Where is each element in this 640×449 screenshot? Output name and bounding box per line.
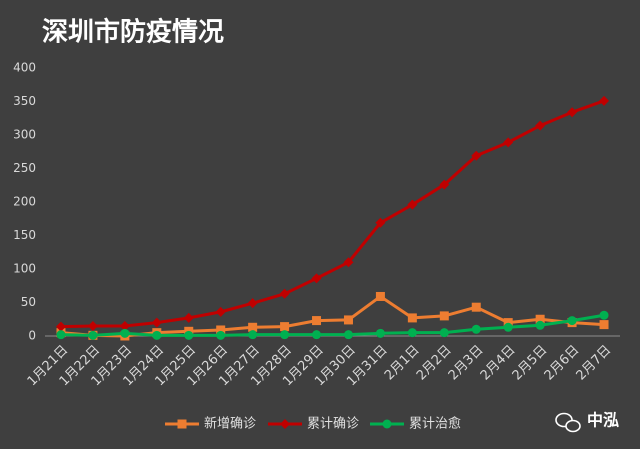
watermark: 中泓 [555, 411, 619, 433]
series [55, 95, 610, 332]
legend-item: 累计确诊 [268, 417, 359, 432]
data-point [312, 316, 322, 326]
data-point [471, 324, 481, 334]
data-point [279, 288, 290, 299]
data-point [375, 291, 385, 301]
legend-marker [177, 419, 187, 429]
data-point [407, 328, 417, 338]
data-point [407, 313, 417, 323]
data-point [183, 312, 194, 323]
data-point [343, 315, 353, 325]
data-point [280, 330, 290, 340]
data-point [88, 330, 98, 340]
y-tick-label: 0 [28, 329, 36, 343]
series-line [60, 294, 605, 338]
data-point [343, 257, 354, 268]
data-point [280, 322, 290, 332]
data-point [503, 137, 514, 148]
y-tick-label: 250 [13, 161, 36, 175]
legend-label: 新增确诊 [204, 416, 256, 432]
y-tick-label: 50 [21, 295, 36, 309]
data-point [471, 302, 481, 312]
data-point [471, 150, 482, 161]
data-point [535, 120, 546, 131]
data-point [535, 314, 545, 324]
data-point [407, 199, 418, 210]
data-point [311, 273, 322, 284]
y-tick-label: 150 [13, 228, 36, 242]
data-point [119, 320, 130, 331]
series [56, 310, 609, 340]
watermark-text: 中泓 [587, 411, 619, 430]
data-point [151, 317, 162, 328]
data-point [439, 328, 449, 338]
data-point [312, 330, 322, 340]
data-point [215, 306, 226, 317]
data-point [343, 330, 353, 340]
series-line [60, 99, 605, 329]
legend-label: 累计确诊 [307, 417, 359, 432]
data-point [599, 95, 610, 106]
data-point [120, 328, 130, 338]
series-line [60, 313, 605, 337]
data-point [567, 316, 577, 326]
data-point [87, 320, 98, 331]
wechat-icon [565, 419, 581, 433]
data-point [56, 330, 66, 340]
data-point [247, 298, 258, 309]
data-point [152, 330, 162, 340]
data-point [503, 322, 513, 332]
y-tick-label: 200 [13, 195, 36, 209]
y-tick-label: 100 [13, 262, 36, 276]
data-point [184, 330, 194, 340]
legend-marker [280, 419, 290, 429]
y-tick-label: 350 [13, 94, 36, 108]
legend-item: 累计治愈 [370, 417, 461, 432]
legend-marker [382, 419, 392, 429]
legend-item: 新增确诊 [165, 416, 256, 432]
data-point [375, 328, 385, 338]
y-tick-label: 400 [13, 61, 36, 75]
data-point [248, 330, 258, 340]
data-point [55, 321, 66, 332]
data-point [439, 179, 450, 190]
legend-label: 累计治愈 [409, 417, 461, 432]
data-point [599, 320, 609, 330]
data-point [248, 322, 258, 332]
chart-title: 深圳市防疫情况 [42, 17, 224, 48]
data-point [599, 310, 609, 320]
data-point [567, 107, 578, 118]
data-point [216, 325, 226, 335]
data-point [216, 330, 226, 340]
data-point [535, 320, 545, 330]
y-tick-label: 300 [13, 128, 36, 142]
data-point [503, 318, 513, 328]
data-point [439, 311, 449, 321]
data-point [375, 217, 386, 228]
